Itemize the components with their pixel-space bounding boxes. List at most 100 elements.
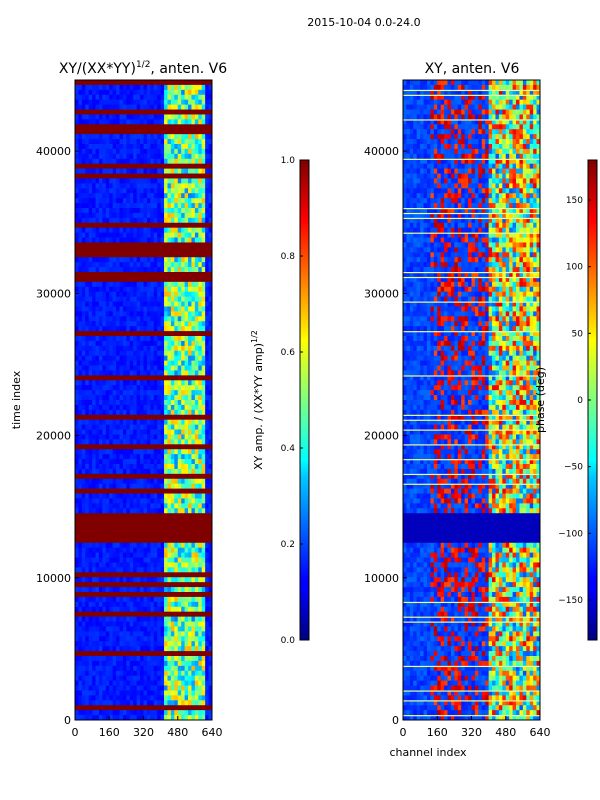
heatmap-cell bbox=[129, 109, 134, 115]
heatmap-cell bbox=[136, 281, 141, 288]
heatmap-cell bbox=[170, 291, 175, 298]
heatmap-cell bbox=[170, 208, 175, 214]
heatmap-cell bbox=[208, 163, 213, 170]
heatmap-cell bbox=[146, 587, 151, 593]
heatmap-cell bbox=[119, 134, 124, 140]
heatmap-cell bbox=[75, 208, 79, 214]
heatmap-cell bbox=[201, 193, 206, 199]
heatmap-cell bbox=[102, 109, 107, 115]
heatmap-cell bbox=[191, 257, 196, 263]
heatmap-cell bbox=[208, 685, 213, 691]
heatmap-cell bbox=[164, 350, 168, 357]
heatmap-cell bbox=[198, 577, 203, 583]
heatmap-cell bbox=[153, 429, 158, 435]
heatmap-cell bbox=[157, 473, 162, 480]
heatmap-cell bbox=[105, 646, 110, 652]
heatmap-cell bbox=[167, 227, 172, 234]
heatmap-cell bbox=[98, 345, 103, 352]
heatmap-cell bbox=[116, 390, 120, 396]
heatmap-cell bbox=[109, 665, 114, 672]
heatmap-cell bbox=[75, 232, 79, 238]
heatmap-cell bbox=[143, 646, 148, 652]
heatmap-cell bbox=[153, 577, 158, 583]
heatmap-cell bbox=[116, 227, 120, 234]
heatmap-cell bbox=[160, 400, 165, 406]
heatmap-cell bbox=[92, 503, 96, 509]
heatmap-cell bbox=[119, 385, 124, 391]
heatmap-cell bbox=[205, 262, 209, 268]
heatmap-cell bbox=[140, 129, 144, 135]
heatmap-cell bbox=[119, 577, 124, 583]
heatmap-cell bbox=[205, 646, 209, 652]
heatmap-cell bbox=[129, 439, 134, 445]
heatmap-cell bbox=[167, 267, 172, 273]
heatmap-cell bbox=[170, 577, 175, 583]
heatmap-cell bbox=[181, 611, 185, 618]
heatmap-cell bbox=[177, 532, 182, 539]
heatmap-cell bbox=[98, 454, 103, 460]
heatmap-cell bbox=[129, 208, 134, 214]
heatmap-cell bbox=[194, 631, 199, 637]
heatmap-cell bbox=[109, 503, 114, 509]
heatmap-cell bbox=[184, 355, 189, 362]
heatmap-cell bbox=[184, 508, 189, 514]
heatmap-cell bbox=[160, 252, 165, 258]
heatmap-cell bbox=[85, 404, 90, 411]
heatmap-cell bbox=[126, 567, 131, 573]
heatmap-cell bbox=[122, 222, 127, 229]
heatmap-cell bbox=[75, 94, 79, 101]
heatmap-cell bbox=[208, 350, 213, 357]
heatmap-cell bbox=[75, 193, 79, 199]
heatmap-cell bbox=[208, 532, 213, 539]
heatmap-cell bbox=[174, 409, 179, 416]
heatmap-cell bbox=[184, 336, 189, 342]
heatmap-cell bbox=[160, 409, 165, 416]
heatmap-cell bbox=[105, 567, 110, 573]
heatmap-cell bbox=[102, 183, 107, 189]
heatmap-cell bbox=[116, 153, 120, 160]
heatmap-cell bbox=[133, 547, 138, 554]
heatmap-cell bbox=[150, 656, 155, 662]
heatmap-cell bbox=[150, 646, 155, 652]
heatmap-cell bbox=[88, 168, 93, 174]
heatmap-cell bbox=[157, 173, 162, 179]
heatmap-cell bbox=[208, 498, 213, 504]
heatmap-cell bbox=[208, 434, 213, 440]
heatmap-cell bbox=[174, 311, 179, 317]
heatmap-cell bbox=[167, 404, 172, 411]
heatmap-cell bbox=[164, 631, 168, 637]
heatmap-cell bbox=[85, 262, 90, 268]
heatmap-cell bbox=[184, 606, 189, 613]
heatmap-cell bbox=[146, 508, 151, 514]
heatmap-cell bbox=[146, 380, 151, 386]
heatmap-cell bbox=[78, 188, 83, 194]
heatmap-cell bbox=[188, 532, 192, 539]
heatmap-cell bbox=[143, 606, 148, 613]
heatmap-cell bbox=[198, 144, 203, 150]
heatmap-cell bbox=[160, 134, 165, 140]
heatmap-cell bbox=[167, 301, 172, 307]
heatmap-cell bbox=[150, 124, 155, 130]
heatmap-cell bbox=[98, 267, 103, 273]
heatmap-cell bbox=[143, 163, 148, 170]
heatmap-cell bbox=[143, 508, 148, 514]
heatmap-cell bbox=[78, 651, 83, 657]
heatmap-cell bbox=[140, 631, 144, 637]
heatmap-cell bbox=[136, 276, 141, 283]
heatmap-cell bbox=[126, 587, 131, 593]
heatmap-cell bbox=[95, 281, 100, 288]
heatmap-cell bbox=[133, 675, 138, 682]
heatmap-cell bbox=[160, 675, 165, 682]
heatmap-cell bbox=[88, 163, 93, 170]
heatmap-cell bbox=[136, 306, 141, 312]
heatmap-cell bbox=[119, 601, 124, 608]
heatmap-cell bbox=[75, 99, 79, 106]
heatmap-cell bbox=[157, 557, 162, 563]
heatmap-cell bbox=[198, 419, 203, 426]
heatmap-cell bbox=[198, 537, 203, 544]
heatmap-cell bbox=[201, 104, 206, 110]
heatmap-cell bbox=[140, 370, 144, 376]
heatmap-cell bbox=[208, 528, 213, 534]
heatmap-cell bbox=[129, 158, 134, 165]
heatmap-cell bbox=[157, 572, 162, 578]
